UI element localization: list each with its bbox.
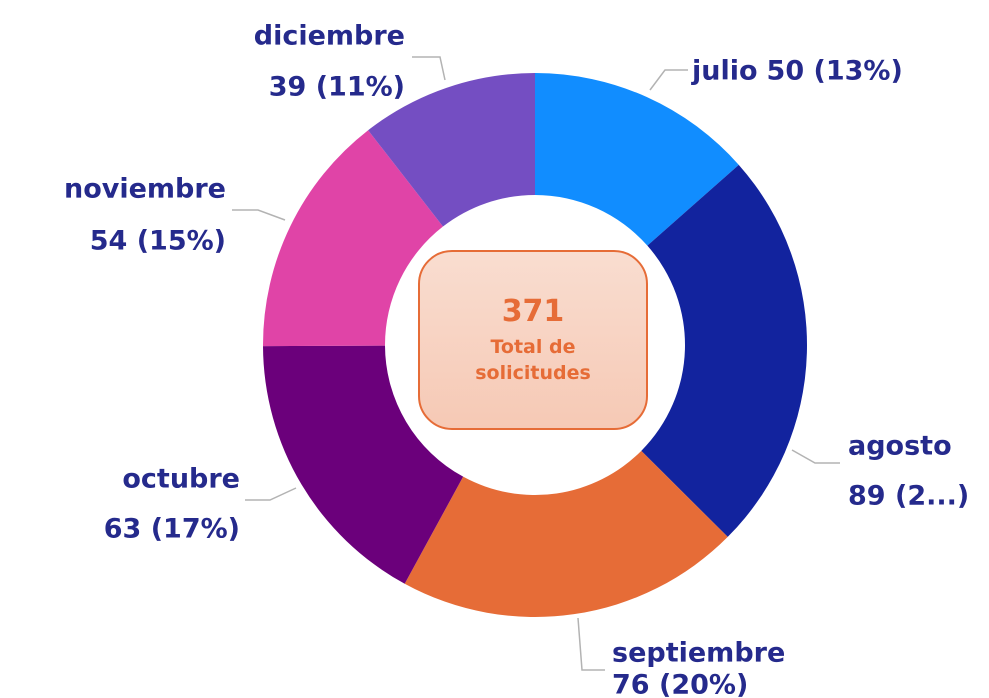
donut-slice [535,73,739,246]
leader-line [245,487,297,501]
donut-slice [368,72,535,227]
donut-slice [263,345,464,584]
value-label: 50 (13%) [767,56,903,87]
category-label: octubre [122,464,240,495]
center-card: 371 Total de solicitudes [418,250,648,430]
leader-line [412,56,446,81]
category-label: julio [691,56,758,87]
value-label: 76 (20%) [612,670,748,698]
leader-line [232,209,286,221]
donut-slice [263,130,443,347]
leader-line [791,449,840,464]
value-label: 39 (11%) [269,72,405,103]
category-label: diciembre [254,21,405,52]
category-label: septiembre [612,638,785,669]
value-label: 54 (15%) [90,226,226,257]
donut-slice [404,450,728,617]
total-label: Total de solicitudes [475,335,591,384]
leader-line [649,69,688,91]
donut-slice [641,164,808,537]
value-label: 63 (17%) [104,514,240,545]
category-label: noviembre [64,174,226,205]
total: 371 [501,293,565,329]
leader-line [577,617,605,671]
value-label: 89 (2...) [848,481,969,512]
category-label: agosto [848,431,952,462]
